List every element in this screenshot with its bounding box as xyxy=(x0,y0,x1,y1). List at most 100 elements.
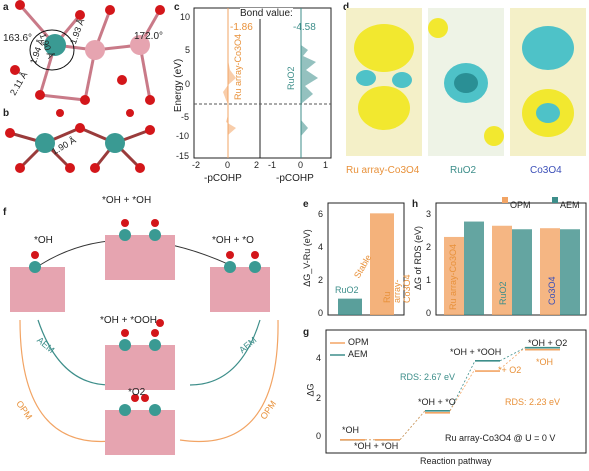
c-ytick-m15: -15 xyxy=(176,151,190,161)
c-series-right: RuO2 xyxy=(286,66,296,90)
e-ytick-4: 4 xyxy=(318,242,324,252)
g-label-ohooh: *OH + *OOH xyxy=(450,347,502,357)
h-bar-aem-1 xyxy=(464,221,484,315)
panel-label-b: b xyxy=(3,108,10,119)
e-bar-label-2: Ru array-Co3O4 xyxy=(382,274,412,303)
panel-g: g ΔG OPM AEM 4 2 0 *OH *OH + *OH *OH + *… xyxy=(300,325,589,471)
h-ytick-2: 2 xyxy=(426,242,432,252)
g-label-oh: *OH xyxy=(342,425,360,435)
h-legend-swatch-opm xyxy=(502,197,508,203)
g-rds-opm: RDS: 2.23 eV xyxy=(505,397,561,407)
g-xlabel: Reaction pathway xyxy=(420,456,492,466)
structure-b xyxy=(5,109,155,173)
d-caption-2: RuO2 xyxy=(450,165,477,176)
panel-label-e: e xyxy=(303,199,309,210)
c-ytick-m10: -10 xyxy=(176,131,190,141)
c-xtick-r1: -1 xyxy=(268,160,277,170)
panel-d: d Ru array-Co3O4 RuO2 Co3O4 xyxy=(340,0,589,190)
h-bar-opm-1 xyxy=(444,236,464,315)
f-state-oh: *OH xyxy=(34,235,53,246)
panel-label-f: f xyxy=(3,207,7,218)
h-bar-opm-2 xyxy=(492,225,512,315)
h-cat-2: RuO2 xyxy=(498,281,508,305)
f-state-ohoh: *OH + *OH xyxy=(102,195,152,206)
panel-label-c: c xyxy=(174,2,180,13)
g-legend-opm: OPM xyxy=(348,337,369,347)
c-left-fill xyxy=(223,60,236,135)
g-connector-opm-3 xyxy=(449,368,476,411)
c-axes xyxy=(193,7,332,159)
c-bond-left: -1.86 xyxy=(230,22,253,33)
g-label-oho2: *OH + O2 xyxy=(528,338,568,348)
panel-label-g: g xyxy=(303,327,310,338)
g-rds-aem: RDS: 2.67 eV xyxy=(400,372,456,382)
e-bar-1 xyxy=(338,298,362,315)
c-right-fill xyxy=(301,45,318,136)
g-label-oho: *OH + *O xyxy=(418,397,456,407)
h-ytick-1: 1 xyxy=(426,275,432,285)
d-caption-1: Ru array-Co3O4 xyxy=(346,165,420,176)
g-connector-opm-4 xyxy=(499,347,526,370)
c-xlabel-right: -pCOHP xyxy=(276,173,314,184)
c-ytick-m5: -5 xyxy=(181,112,190,122)
h-cat-1: Ru array-Co3O4 xyxy=(448,243,458,310)
c-bond-right: -4.58 xyxy=(293,22,316,33)
f-state-oho: *OH + *O xyxy=(212,235,254,246)
e-bar-2 xyxy=(370,213,394,315)
panel-label-d: d xyxy=(343,2,350,13)
c-xtick-l3: 2 xyxy=(254,160,260,170)
g-label-oh-end: *OH xyxy=(536,357,554,367)
h-ytick-3: 3 xyxy=(426,209,432,219)
h-ytick-0: 0 xyxy=(426,308,432,318)
g-label-o2-mid: *+ O2 xyxy=(498,365,522,375)
e-ytick-6: 6 xyxy=(318,209,324,219)
f-state-o2: *O2 xyxy=(128,387,146,398)
g-chart xyxy=(325,329,587,454)
c-ytick-5: 5 xyxy=(185,45,191,55)
panel-e: e ΔG_V-Ru (eV) 6 4 2 0 RuO2 Ru array-Co3… xyxy=(300,195,412,325)
d-caption-3: Co3O4 xyxy=(530,165,562,176)
g-ytick-4: 4 xyxy=(316,353,322,363)
e-bar-label-1: RuO2 xyxy=(335,285,359,295)
angle-label-1: 163.6° xyxy=(3,33,33,44)
f-state-ohooh: *OH + *OOH xyxy=(100,315,157,326)
f-cycle xyxy=(10,219,279,455)
h-bar-aem-3 xyxy=(560,229,580,315)
g-ytick-2: 2 xyxy=(316,393,322,403)
e-chart xyxy=(327,202,405,316)
h-bar-aem-2 xyxy=(512,229,532,315)
panel-f: f *OH *OH + *OH *OH + *O *OH + *OOH *O2 … xyxy=(0,195,300,471)
h-legend-aem: AEM xyxy=(560,200,580,210)
c-xtick-r2: 0 xyxy=(298,160,304,170)
c-xtick-r3: 1 xyxy=(323,160,329,170)
g-footnote: Ru array-Co3O4 @ U = 0 V xyxy=(445,433,556,443)
c-series-left: Ru array-Co3O4 xyxy=(233,33,243,100)
g-label-ohoh: *OH + *OH xyxy=(354,441,399,451)
g-legend-aem: AEM xyxy=(348,349,368,359)
g-connector-aem-3 xyxy=(449,360,476,411)
panel-h: h ΔG of RDS (eV) 3 2 1 0 OPM AEM Ru arra… xyxy=(410,195,589,325)
panel-b: b 1.90 Å xyxy=(0,108,168,183)
c-ytick-10: 10 xyxy=(180,12,191,22)
h-cat-3: Co3O4 xyxy=(547,276,557,305)
h-bar-opm-3 xyxy=(540,228,560,315)
g-ytick-0: 0 xyxy=(316,431,322,441)
e-ytick-0: 0 xyxy=(318,308,324,318)
panel-label-h: h xyxy=(412,199,419,210)
angle-label-2: 172.0° xyxy=(134,31,164,42)
c-xlabel-left: -pCOHP xyxy=(204,173,242,184)
g-connector-opm-2 xyxy=(399,410,426,441)
panel-label-a: a xyxy=(3,2,9,13)
c-xtick-l2: 0 xyxy=(225,160,231,170)
c-bond-title: Bond value: xyxy=(240,8,293,19)
panel-c: c Energy (eV) 10 5 0 -5 -10 -15 -2 0 2 -… xyxy=(168,0,338,190)
c-ytick-0: 0 xyxy=(185,79,191,89)
h-legend-opm: OPM xyxy=(510,200,531,210)
h-chart xyxy=(435,197,587,316)
c-xtick-l1: -2 xyxy=(192,160,201,170)
g-connector-aem-4 xyxy=(499,347,526,362)
structure-a xyxy=(10,0,165,105)
h-legend-swatch-aem xyxy=(552,197,558,203)
panel-a: a 163.6° 172.0° 1.94 Å 1.93 Å 2.11 Å 1.9… xyxy=(0,0,168,106)
e-ytick-2: 2 xyxy=(318,275,324,285)
